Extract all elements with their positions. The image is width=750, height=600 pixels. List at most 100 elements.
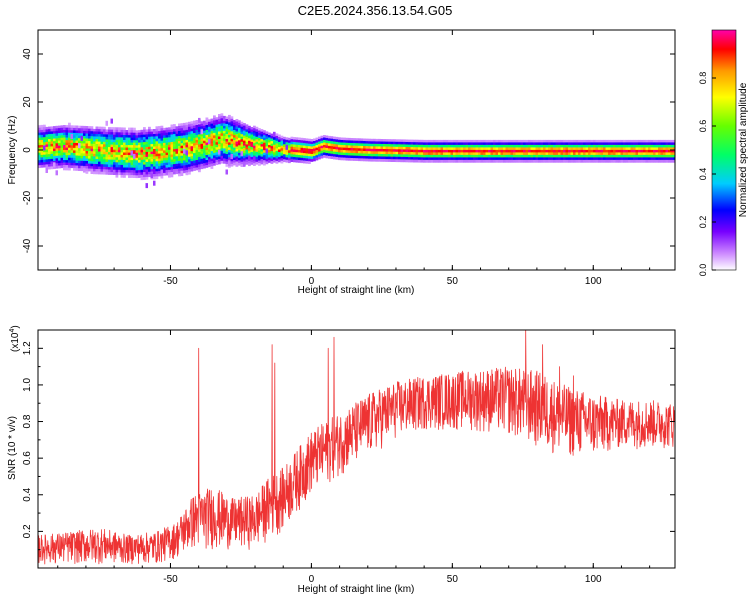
heatmap-cell <box>105 141 109 145</box>
heatmap-cell <box>568 142 571 146</box>
heatmap-cell <box>340 150 344 153</box>
heatmap-cell <box>110 147 114 150</box>
heatmap-cell <box>185 139 189 143</box>
heatmap-cell <box>505 142 509 146</box>
heatmap-cell <box>38 140 41 143</box>
heatmap-cell <box>308 156 311 159</box>
heatmap-cell <box>173 131 176 135</box>
heatmap-cell <box>70 165 74 169</box>
heatmap-cell <box>228 132 231 136</box>
heatmap-cell <box>328 145 331 149</box>
heatmap-cell <box>113 147 116 150</box>
heatmap-cell <box>255 129 259 133</box>
heatmap-cell <box>140 154 144 158</box>
heatmap-cell <box>585 152 589 156</box>
heatmap-cell <box>88 146 91 149</box>
heatmap-cell <box>390 154 394 157</box>
heatmap-cell <box>495 159 499 163</box>
heatmap-cell <box>195 162 199 166</box>
heatmap-cell <box>643 152 646 156</box>
heatmap-cell <box>128 145 131 148</box>
heatmap-cell <box>235 151 239 155</box>
heatmap-cell <box>553 152 556 156</box>
heatmap-cell <box>70 125 74 129</box>
spectrogram-heatmap <box>38 113 675 189</box>
heatmap-cell <box>493 157 496 161</box>
heatmap-cell <box>593 147 596 151</box>
heatmap-cell <box>660 144 664 148</box>
heatmap-cell <box>423 147 426 151</box>
heatmap-cell <box>185 169 189 173</box>
heatmap-cell <box>150 161 154 165</box>
heatmap-cell <box>180 135 184 139</box>
heatmap-cell <box>208 129 211 133</box>
heatmap-cell <box>630 149 634 153</box>
heatmap-cell <box>175 171 179 175</box>
heatmap-cell <box>413 142 416 145</box>
heatmap-cell <box>108 137 111 140</box>
heatmap-cell <box>173 156 176 160</box>
heatmap-cell <box>655 144 659 148</box>
heatmap-cell <box>178 148 181 152</box>
heatmap-cell <box>200 151 204 155</box>
heatmap-cell <box>268 147 271 151</box>
heatmap-cell <box>645 157 649 161</box>
heatmap-cell <box>200 153 204 157</box>
heatmap-cell <box>185 132 189 136</box>
heatmap-cell <box>588 144 591 148</box>
heatmap-cell <box>158 133 161 137</box>
heatmap-cell <box>533 154 536 158</box>
heatmap-cell <box>130 160 134 163</box>
heatmap-cell <box>140 132 144 136</box>
heatmap-cell <box>60 165 64 169</box>
heatmap-cell <box>395 156 399 160</box>
heatmap-cell <box>218 156 221 160</box>
heatmap-cell <box>543 157 546 161</box>
heatmap-cell <box>95 144 99 147</box>
heatmap-cell <box>133 162 136 166</box>
heatmap-cell <box>108 142 111 145</box>
heatmap-cell <box>605 159 609 163</box>
heatmap-cell <box>215 124 219 128</box>
heatmap-cell <box>75 128 79 131</box>
heatmap-cell <box>178 173 181 177</box>
heatmap-cell <box>483 154 486 158</box>
heatmap-cell <box>438 139 441 143</box>
heatmap-cell <box>90 126 94 129</box>
heatmap-cell <box>448 159 451 163</box>
heatmap-cell <box>453 159 456 163</box>
heatmap-cell <box>650 147 654 151</box>
heatmap-cell <box>338 137 341 141</box>
heatmap-cell <box>563 147 566 151</box>
heatmap-cell <box>638 147 641 151</box>
heatmap-cell <box>235 129 239 132</box>
heatmap-cell <box>293 152 296 155</box>
heatmap-cell <box>198 151 201 155</box>
heatmap-cell <box>285 142 289 146</box>
heatmap-cell <box>543 159 546 163</box>
heatmap-cell <box>93 161 96 165</box>
heatmap-cell <box>235 159 239 162</box>
heatmap-cell <box>178 163 181 167</box>
heatmap-cell <box>335 151 339 155</box>
heatmap-cell <box>520 149 524 153</box>
heatmap-cell <box>458 159 461 163</box>
heatmap-cell <box>243 155 246 159</box>
heatmap-cell <box>558 154 561 158</box>
heatmap-cell <box>638 152 641 156</box>
heatmap-cell <box>60 162 64 166</box>
heatmap-cell <box>445 139 449 143</box>
heatmap-cell <box>245 141 249 145</box>
heatmap-cell <box>273 154 276 158</box>
heatmap-cell <box>183 167 186 171</box>
heatmap-cell <box>450 154 454 158</box>
heatmap-cell <box>85 128 89 132</box>
heatmap-cell <box>205 122 209 126</box>
heatmap-cell <box>280 158 284 161</box>
heatmap-cell <box>603 144 606 148</box>
heatmap-cell <box>348 142 351 146</box>
heatmap-cell <box>205 132 209 136</box>
heatmap-cell <box>345 137 349 141</box>
heatmap-cell <box>50 138 54 142</box>
